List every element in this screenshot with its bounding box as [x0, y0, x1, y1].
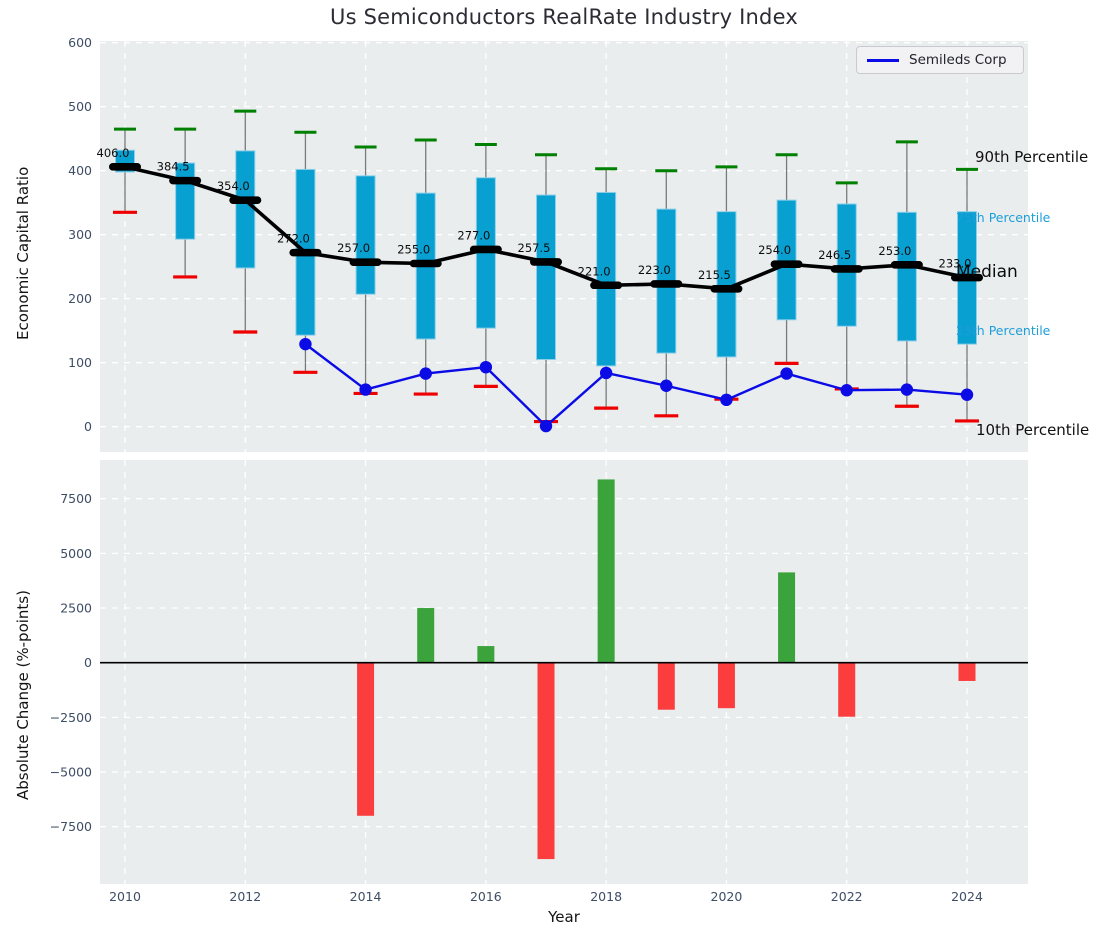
top-y-tick-label: 300: [68, 227, 92, 242]
company-marker: [841, 384, 853, 396]
median-value-label: 253.0: [878, 244, 911, 258]
median-value-label: 272.0: [277, 232, 310, 246]
bottom-y-tick-label: 2500: [60, 601, 92, 616]
figure: 600 500 400 300 200 100 0 406.0 384.5 354.0 272.0 2…: [0, 0, 1111, 942]
change-bar-positive: [417, 608, 434, 663]
x-tick-label: 2024: [951, 889, 983, 904]
bottom-panel-background: [100, 460, 1028, 884]
bottom-y-tick-label: −7500: [50, 819, 92, 834]
bottom-y-tick-label: −5000: [50, 765, 92, 780]
median-marker: [771, 260, 803, 268]
median-marker: [470, 246, 502, 254]
median-value-label: 406.0: [97, 146, 130, 160]
median-marker: [530, 258, 562, 266]
x-tick-label: 2016: [470, 889, 502, 904]
median-marker: [590, 281, 622, 289]
annotation-75th-percentile: 75th Percentile: [956, 210, 1050, 225]
chart-title: Us Semiconductors RealRate Industry Inde…: [100, 5, 1028, 29]
change-bar-negative: [838, 663, 855, 717]
median-value-label: 221.0: [578, 264, 611, 278]
annotation-90th-percentile: 90th Percentile: [975, 148, 1088, 166]
change-bar-negative: [357, 663, 374, 816]
median-value-label: 254.0: [758, 243, 791, 257]
bottom-y-tick-label: 7500: [60, 491, 92, 506]
bottom-y-tick-label: −2500: [50, 710, 92, 725]
iqr-box: [597, 192, 616, 365]
change-bar-negative: [959, 663, 976, 681]
median-marker: [410, 260, 442, 268]
company-marker: [961, 389, 973, 401]
median-marker: [109, 163, 141, 171]
iqr-box: [897, 212, 916, 341]
median-marker: [350, 258, 382, 266]
company-marker: [359, 383, 371, 395]
x-tick-label: 2018: [590, 889, 622, 904]
change-bar-negative: [538, 663, 555, 859]
company-marker: [901, 383, 913, 395]
legend: Semileds Corp: [856, 46, 1024, 74]
company-marker: [540, 420, 552, 432]
change-bar-positive: [778, 572, 795, 662]
x-axis-label: Year: [100, 908, 1028, 926]
median-value-label: 257.0: [337, 241, 370, 255]
change-bar-negative: [658, 663, 675, 710]
median-marker: [710, 285, 742, 293]
top-y-tick-label: 400: [68, 163, 92, 178]
iqr-box: [537, 195, 556, 359]
chart-canvas: 600 500 400 300 200 100 0 406.0 384.5 354.0 272.0 2…: [0, 0, 1111, 942]
top-panel: 600 500 400 300 200 100 0 406.0 384.5 354.0 272.0 2…: [68, 35, 1028, 452]
company-marker: [420, 367, 432, 379]
company-marker: [660, 380, 672, 392]
company-marker: [600, 367, 612, 379]
median-marker: [831, 265, 863, 273]
x-tick-label: 2020: [711, 889, 743, 904]
change-bar-positive: [598, 479, 615, 662]
top-y-tick-label: 200: [68, 291, 92, 306]
median-value-label: 246.5: [818, 248, 851, 262]
top-y-tick-label: 0: [84, 419, 92, 434]
median-value-label: 257.5: [518, 241, 551, 255]
median-value-label: 384.5: [157, 160, 190, 174]
legend-label: Semileds Corp: [909, 52, 1007, 68]
bottom-y-axis-label: Absolute Change (%-points): [14, 590, 32, 800]
median-marker: [169, 177, 201, 185]
bottom-y-tick-label: 0: [84, 655, 92, 670]
x-tick-label: 2014: [350, 889, 382, 904]
median-value-label: 354.0: [217, 179, 250, 193]
company-marker: [780, 367, 792, 379]
x-tick-label: 2022: [831, 889, 863, 904]
iqr-box: [777, 200, 796, 320]
iqr-box: [356, 176, 375, 294]
median-value-label: 223.0: [638, 263, 671, 277]
bottom-y-tick-label: 5000: [60, 546, 92, 561]
top-y-axis-label: Economic Capital Ratio: [14, 167, 32, 340]
median-marker: [229, 196, 261, 204]
bottom-panel: 7500 5000 2500 0 −2500 −5000 −7500 2010 2012 2014…: [50, 460, 1028, 904]
median-value-label: 215.5: [698, 268, 731, 282]
x-tick-label: 2010: [109, 889, 141, 904]
annotation-10th-percentile: 10th Percentile: [976, 421, 1089, 439]
legend-line-sample: [867, 59, 899, 62]
annotation-25th-percentile: 25th Percentile: [956, 323, 1050, 338]
median-value-label: 255.0: [397, 243, 430, 257]
top-y-tick-label: 500: [68, 99, 92, 114]
median-value-label: 277.0: [457, 228, 490, 242]
company-marker: [480, 361, 492, 373]
median-marker: [289, 249, 321, 257]
top-y-tick-label: 600: [68, 35, 92, 50]
iqr-box: [837, 204, 856, 326]
median-marker: [650, 280, 682, 288]
median-marker: [891, 261, 923, 269]
iqr-box: [236, 151, 255, 268]
change-bar-negative: [718, 663, 735, 708]
annotation-median: Median: [956, 262, 1018, 282]
x-tick-label: 2012: [229, 889, 261, 904]
top-y-tick-label: 100: [68, 355, 92, 370]
iqr-box: [176, 163, 195, 239]
company-marker: [299, 338, 311, 350]
company-marker: [720, 394, 732, 406]
change-bar-positive: [477, 646, 494, 663]
